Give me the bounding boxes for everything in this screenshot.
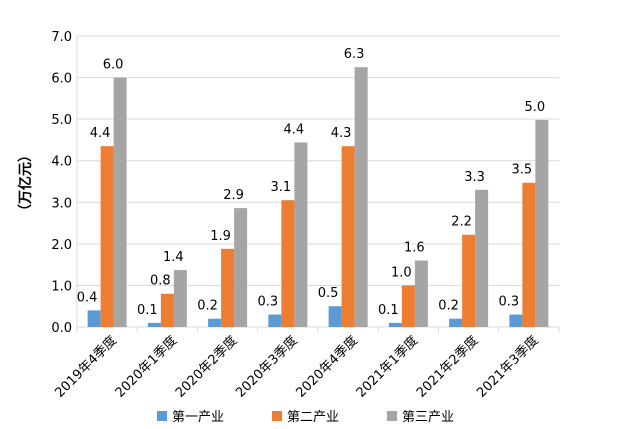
legend-label: 第一产业	[172, 410, 224, 425]
data-label: 4.3	[331, 126, 352, 141]
data-label: 3.1	[271, 180, 292, 195]
bar	[294, 142, 308, 327]
x-axis-ticks: 2019年4季度2020年1季度2020年2季度2020年3季度2020年4季度…	[52, 333, 542, 401]
bar	[449, 318, 463, 327]
data-label: 2.2	[451, 215, 472, 230]
y-tick-label: 0.0	[51, 321, 72, 336]
y-tick-label: 6.0	[51, 72, 72, 87]
legend-swatch	[387, 411, 397, 421]
bars	[87, 67, 549, 327]
legend-label: 第二产业	[287, 410, 339, 425]
bar	[462, 234, 476, 327]
y-tick-label: 3.0	[51, 196, 72, 211]
data-label: 0.5	[318, 286, 339, 301]
legend-swatch	[157, 411, 167, 421]
data-label: 6.0	[103, 58, 124, 73]
x-tick-label: 2020年1季度	[112, 333, 180, 401]
data-label: 0.2	[438, 299, 459, 314]
x-tick-label: 2020年4季度	[293, 333, 361, 401]
data-label: 0.3	[258, 295, 279, 310]
gridlines	[76, 35, 560, 332]
y-axis-label: （万亿元）	[17, 148, 34, 218]
bar	[401, 285, 415, 327]
data-label: 4.4	[90, 126, 111, 141]
x-tick-label: 2020年3季度	[233, 333, 301, 401]
data-label: 0.3	[499, 295, 520, 310]
data-label: 0.1	[137, 303, 158, 318]
bar	[509, 314, 523, 327]
bar	[414, 260, 428, 327]
data-labels: 0.4 0.1 0.2 0.3 0.5 0.1 0.2 0.3 4.4 0.8 1.9 3.1 4.3 1…	[77, 47, 545, 318]
bar	[475, 189, 489, 327]
data-label: 6.3	[344, 47, 365, 62]
data-label: 0.8	[150, 274, 171, 289]
legend-label: 第三产业	[402, 410, 454, 425]
x-tick-label: 2021年1季度	[353, 333, 421, 401]
data-label: 0.1	[378, 303, 399, 318]
legend: 第一产业 第二产业 第三产业	[157, 410, 454, 425]
data-label: 0.4	[77, 290, 98, 305]
x-tick-label: 2019年4季度	[52, 333, 120, 401]
data-label: 4.4	[284, 122, 305, 137]
data-label: 1.0	[391, 265, 412, 280]
x-tick-label: 2021年2季度	[413, 333, 481, 401]
data-label: 0.2	[197, 299, 218, 314]
bar	[281, 200, 295, 327]
bar	[328, 306, 342, 327]
x-tick-label: 2021年3季度	[474, 333, 542, 401]
bar	[234, 208, 248, 327]
bar	[221, 248, 235, 327]
bar	[268, 314, 282, 327]
bar	[87, 310, 101, 327]
y-tick-label: 2.0	[51, 238, 72, 253]
bar	[173, 270, 187, 327]
y-tick-label: 4.0	[51, 155, 72, 170]
y-tick-label: 5.0	[51, 113, 72, 128]
bar	[147, 322, 161, 327]
bar	[522, 182, 536, 327]
y-tick-label: 1.0	[51, 279, 72, 294]
x-tick-label: 2020年2季度	[172, 333, 240, 401]
legend-swatch	[272, 411, 282, 421]
bar	[341, 146, 355, 327]
bar	[100, 146, 114, 327]
y-tick-label: 7.0	[51, 30, 72, 45]
bar	[160, 293, 174, 327]
data-label: 1.6	[404, 240, 425, 255]
bar	[208, 318, 222, 327]
data-label: 3.5	[512, 163, 533, 178]
bar	[535, 119, 549, 327]
data-label: 5.0	[525, 100, 546, 115]
bar	[354, 67, 368, 327]
bar	[113, 77, 127, 327]
y-axis-ticks: 0.0 1.0 2.0 3.0 4.0 5.0 6.0 7.0	[51, 30, 72, 336]
bar	[388, 322, 402, 327]
data-label: 1.9	[210, 229, 231, 244]
data-label: 2.9	[223, 188, 244, 203]
data-label: 3.3	[464, 170, 485, 185]
data-label: 1.4	[163, 250, 184, 265]
